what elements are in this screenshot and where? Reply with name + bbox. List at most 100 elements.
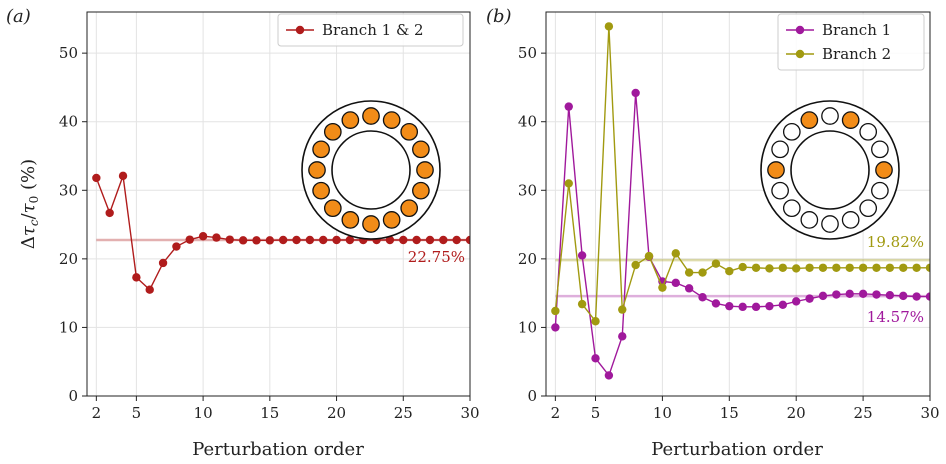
data-point [925,292,930,301]
data-point [332,235,341,245]
legend-box [277,13,464,47]
ring-circle-filled [362,107,380,125]
data-point [564,179,573,188]
data-point [198,232,208,241]
y-tick-label: 30 [518,181,537,199]
data-point [671,249,680,258]
ring-circle-filled [400,199,419,218]
ring-inset-a [301,100,441,240]
data-point [564,102,573,111]
data-point [818,263,828,272]
y-tick-label: 20 [518,250,537,268]
data-point [925,263,930,272]
ring-circle-filled [362,215,380,233]
data-point [658,283,667,292]
data-point [265,236,275,245]
data-point [118,171,128,181]
legend-marker [795,25,805,35]
y-tick-label: 10 [518,318,537,336]
data-point [591,354,600,363]
data-point [778,300,788,309]
x-tick-label: 15 [260,404,279,422]
data-point [452,235,461,245]
data-point [711,259,721,268]
x-tick-label: 25 [394,404,413,422]
data-point [899,263,908,272]
data-point [792,264,801,273]
data-point [292,235,301,245]
data-point [872,290,881,299]
data-point [805,263,814,272]
data-point [671,278,680,288]
data-point [212,233,221,242]
data-point [385,235,395,245]
reference-line-label: 14.57% [867,308,924,326]
data-point [412,235,421,245]
legend-marker [295,25,305,35]
x-tick-label: 25 [854,404,873,422]
panel-label-a: (a) [6,6,31,27]
y-tick-label: 20 [59,250,78,268]
ring-circle-empty [841,211,860,229]
data-point [738,302,747,312]
data-point [305,235,315,245]
data-point [698,268,707,277]
x-tick-label: 30 [460,404,479,422]
data-point [751,302,761,312]
data-point [899,291,908,301]
plot-frame-a [86,11,471,397]
data-point [751,263,761,272]
ring-circle-filled [382,111,401,129]
x-tick-label: 5 [132,404,142,422]
data-point [872,263,881,272]
inner-ring [790,130,870,210]
data-point [225,235,234,244]
legend-a: Branch 1 & 2 [277,13,464,47]
ring-circle-filled [875,161,893,179]
ring-circle-filled [412,181,430,200]
ring-circle-empty [871,140,889,159]
data-point [604,371,614,380]
ring-circle-filled [308,161,326,179]
ring-circle-filled [341,211,360,229]
legend-marker [795,49,805,59]
x-tick-label: 30 [920,404,939,422]
data-point [172,242,181,251]
ring-circle-empty [859,122,878,141]
y-tick-label: 50 [518,44,537,62]
ring-circle-filled [400,122,419,141]
ring-circle-empty [771,140,789,159]
ring-circle-filled [412,140,430,159]
data-point [238,236,248,245]
legend-label: Branch 1 & 2 [322,21,424,39]
x-tick-label: 20 [787,404,806,422]
data-point [818,291,828,301]
ring-circle-filled [767,161,785,179]
data-point [319,235,328,245]
x-tick-label: 2 [551,404,561,422]
data-point [577,251,587,260]
y-tick-label: 30 [59,181,78,199]
data-point [778,263,788,272]
data-point [711,299,721,308]
ring-circle-empty [782,122,801,141]
data-point [698,293,707,302]
y-tick-label: 0 [68,387,78,405]
svg-text:Δτc/τ0 (%): Δτc/τ0 (%) [18,159,41,249]
reference-lines-b [555,258,930,298]
x-tick-label: 10 [653,404,672,422]
ring-circle-filled [312,140,330,159]
series-b [551,22,930,380]
data-point [684,284,694,293]
inner-ring [331,130,411,210]
data-point [132,273,141,282]
y-axis-label-a: Δτc/τ0 (%) [18,159,41,249]
ring-circle-empty [859,199,878,218]
ring-circle-filled [323,199,342,218]
data-point [644,251,654,261]
data-point [92,173,101,183]
ring-circle-empty [800,211,819,229]
